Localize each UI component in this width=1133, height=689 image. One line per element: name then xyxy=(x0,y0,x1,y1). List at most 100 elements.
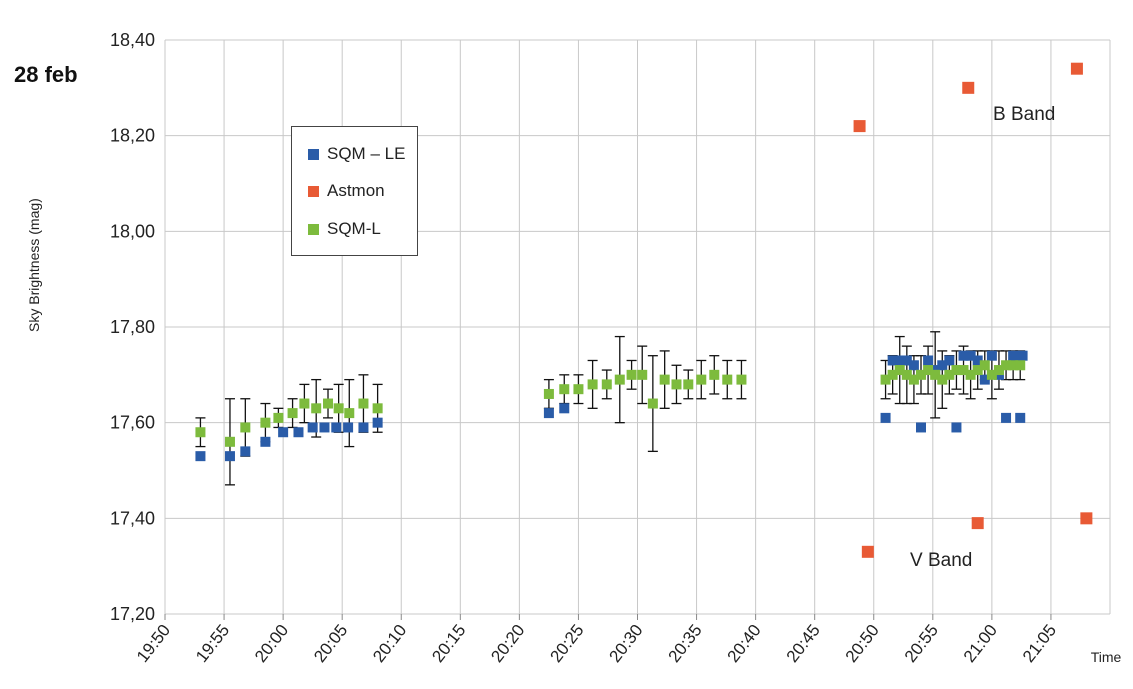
data-point xyxy=(331,422,341,432)
data-point xyxy=(308,422,318,432)
data-point xyxy=(671,379,681,389)
data-point xyxy=(1080,512,1092,524)
y-tick-label: 18,40 xyxy=(110,30,155,50)
data-point xyxy=(660,375,670,385)
data-point xyxy=(854,120,866,132)
data-point xyxy=(648,399,658,409)
x-axis-label: Time xyxy=(1091,649,1122,665)
x-tick-label: 21:05 xyxy=(1019,621,1060,666)
data-point xyxy=(916,422,926,432)
data-point xyxy=(344,408,354,418)
y-tick-label: 18,00 xyxy=(110,221,155,241)
x-tick-label: 19:50 xyxy=(133,621,174,666)
data-point xyxy=(544,408,554,418)
data-point xyxy=(709,370,719,380)
data-point xyxy=(278,427,288,437)
data-point xyxy=(544,389,554,399)
x-tick-label: 20:55 xyxy=(901,621,942,666)
data-point xyxy=(288,408,298,418)
date-label: 28 feb xyxy=(14,62,78,88)
data-point xyxy=(683,379,693,389)
x-tick-label: 20:25 xyxy=(546,621,587,666)
data-point xyxy=(358,399,368,409)
data-point xyxy=(881,413,891,423)
x-tick-label: 20:10 xyxy=(369,621,410,666)
x-tick-label: 20:15 xyxy=(428,621,469,666)
data-point xyxy=(195,427,205,437)
data-point xyxy=(1001,413,1011,423)
data-point xyxy=(343,422,353,432)
b-band-annotation: B Band xyxy=(993,104,1055,126)
data-point xyxy=(951,422,961,432)
data-point xyxy=(602,379,612,389)
data-point xyxy=(559,384,569,394)
data-point xyxy=(862,546,874,558)
legend-label-sqm-le: SQM – LE xyxy=(327,144,405,164)
data-point xyxy=(1018,351,1028,361)
x-tick-label: 20:35 xyxy=(665,621,706,666)
y-tick-label: 17,40 xyxy=(110,508,155,528)
data-point xyxy=(588,379,598,389)
legend: SQM – LE Astmon SQM-L xyxy=(291,126,418,256)
data-point xyxy=(696,375,706,385)
y-tick-label: 17,60 xyxy=(110,413,155,433)
data-point xyxy=(573,384,583,394)
data-point xyxy=(240,446,250,456)
data-point xyxy=(293,427,303,437)
data-point xyxy=(972,517,984,529)
data-point xyxy=(980,360,990,370)
data-point xyxy=(334,403,344,413)
y-tick-label: 18,20 xyxy=(110,126,155,146)
legend-swatch-sqm-le xyxy=(308,149,319,160)
x-tick-label: 20:50 xyxy=(842,621,883,666)
data-point xyxy=(962,82,974,94)
data-point xyxy=(722,375,732,385)
data-point xyxy=(1008,351,1018,361)
legend-item-sqm-le: SQM – LE xyxy=(308,144,405,164)
legend-label-astmon: Astmon xyxy=(327,181,385,201)
data-point xyxy=(240,422,250,432)
y-tick-label: 17,80 xyxy=(110,317,155,337)
legend-label-sqm-l: SQM-L xyxy=(327,219,381,239)
data-point xyxy=(909,360,919,370)
data-point xyxy=(273,413,283,423)
data-point xyxy=(987,351,997,361)
data-point xyxy=(1015,413,1025,423)
x-tick-label: 20:00 xyxy=(251,621,292,666)
data-point xyxy=(637,370,647,380)
x-tick-label: 20:20 xyxy=(487,621,528,666)
y-tick-label: 17,20 xyxy=(110,604,155,624)
y-axis-label: Sky Brightness (mag) xyxy=(26,198,42,332)
data-point xyxy=(260,418,270,428)
x-tick-label: 20:30 xyxy=(605,621,646,666)
data-point xyxy=(615,375,625,385)
data-point xyxy=(373,418,383,428)
data-point xyxy=(299,399,309,409)
x-tick-label: 20:05 xyxy=(310,621,351,666)
data-point xyxy=(225,437,235,447)
data-point xyxy=(195,451,205,461)
x-tick-label: 20:40 xyxy=(724,621,765,666)
x-tick-label: 19:55 xyxy=(192,621,233,666)
data-point xyxy=(260,437,270,447)
data-point xyxy=(944,355,954,365)
data-point xyxy=(1015,360,1025,370)
legend-swatch-astmon xyxy=(308,186,319,197)
data-point xyxy=(319,422,329,432)
x-tick-label: 21:00 xyxy=(960,621,1001,666)
legend-swatch-sqm-l xyxy=(308,224,319,235)
data-point xyxy=(373,403,383,413)
data-point xyxy=(225,451,235,461)
data-point xyxy=(559,403,569,413)
x-tick-label: 20:45 xyxy=(783,621,824,666)
data-point xyxy=(358,422,368,432)
data-point xyxy=(1071,63,1083,75)
legend-item-astmon: Astmon xyxy=(308,181,385,201)
data-point xyxy=(323,399,333,409)
data-point xyxy=(923,355,933,365)
data-point xyxy=(736,375,746,385)
v-band-annotation: V Band xyxy=(910,550,972,572)
legend-item-sqm-l: SQM-L xyxy=(308,219,381,239)
data-point xyxy=(311,403,321,413)
